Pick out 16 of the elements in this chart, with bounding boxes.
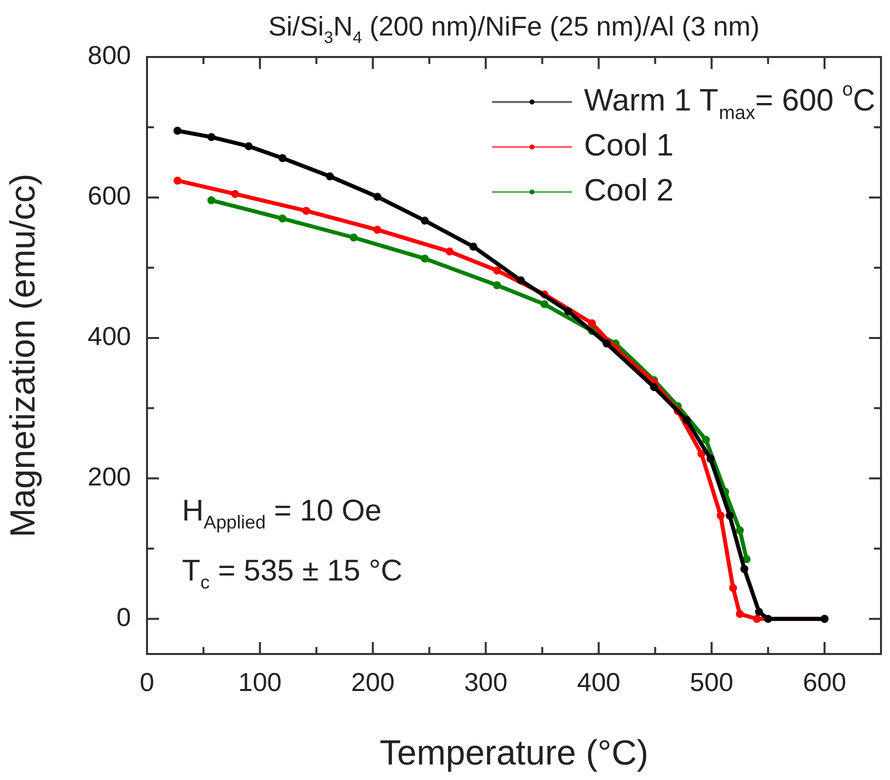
x-tick-label: 500 [690, 666, 734, 697]
y-tick-label: 800 [88, 40, 131, 70]
x-tick-label: 200 [351, 666, 395, 697]
x-tick-label: 600 [802, 666, 846, 697]
y-tick-label: 0 [116, 602, 131, 632]
legend-label: Cool 1 [584, 128, 674, 163]
x-axis-title: Temperature (°C) [380, 734, 648, 773]
legend-label: Cool 2 [584, 172, 674, 208]
x-tick-label: 400 [576, 666, 620, 697]
y-tick-label: 600 [88, 180, 131, 211]
x-tick-label: 300 [464, 666, 508, 697]
y-axis-title: Magnetization (emu/cc) [4, 174, 43, 538]
x-tick-label: 0 [140, 666, 154, 697]
y-tick-label: 200 [88, 462, 131, 492]
y-tick-label: 400 [88, 321, 131, 352]
x-tick-label: 100 [238, 666, 282, 697]
